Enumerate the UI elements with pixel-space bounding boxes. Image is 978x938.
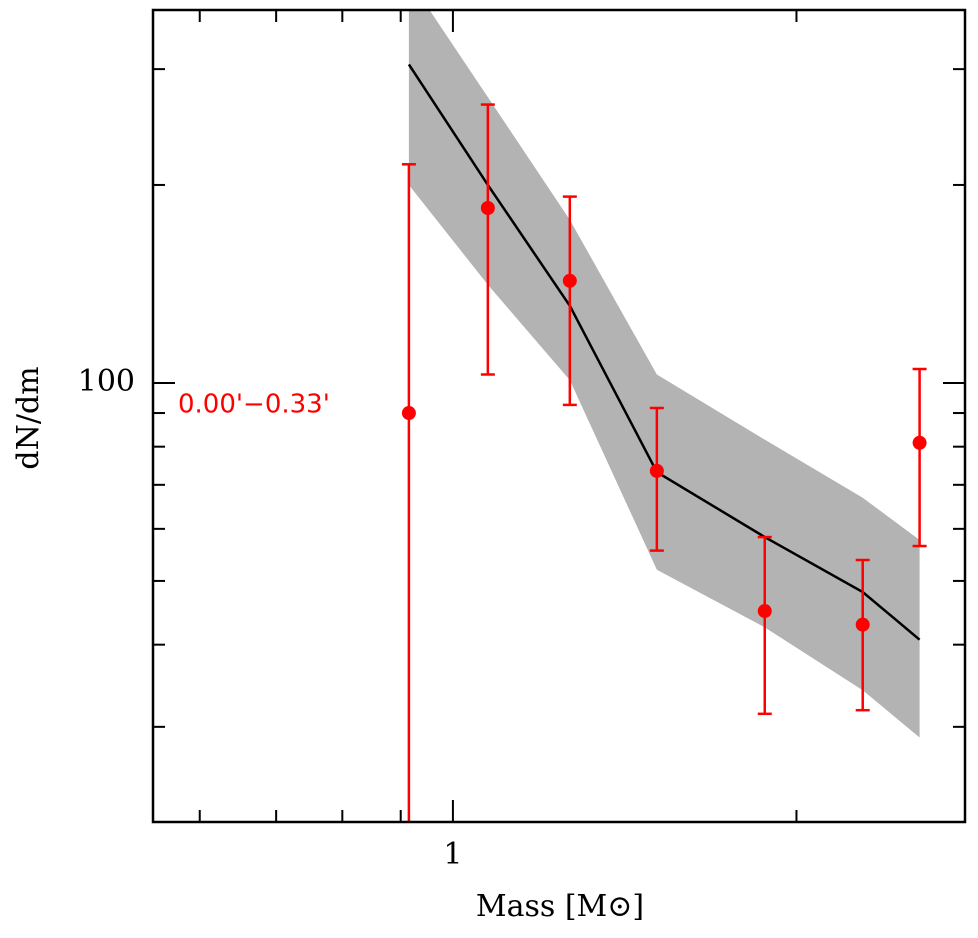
- annotation: 0.00'−0.33': [178, 390, 330, 420]
- confidence-band: [408, 10, 920, 738]
- frame: [151, 8, 967, 824]
- x-axis-label: Mass [M⊙]: [476, 889, 644, 924]
- data-point: [855, 617, 870, 632]
- x-tick-label: 1: [443, 837, 462, 872]
- y-tick-label: 100: [78, 364, 135, 399]
- y-axis-label: dN/dm: [11, 366, 46, 469]
- plot-area: [401, 10, 927, 822]
- data-point: [649, 463, 664, 478]
- data-point: [401, 406, 416, 421]
- axes: [153, 10, 965, 822]
- data-point: [562, 273, 577, 288]
- data-point: [912, 435, 927, 450]
- data-point: [480, 200, 495, 215]
- data-point: [757, 604, 772, 619]
